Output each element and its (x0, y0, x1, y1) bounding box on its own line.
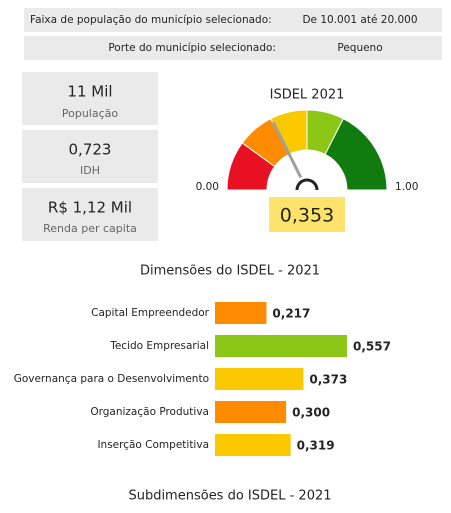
card-label: População (62, 107, 119, 120)
info-row (24, 8, 442, 32)
value-label: 0,217 (272, 307, 310, 321)
bar (215, 368, 304, 390)
card (22, 130, 158, 183)
card-value: R$ 1,12 Mil (48, 199, 132, 217)
value-label: 0,319 (297, 439, 335, 453)
category-label: Organização Produtiva (90, 406, 209, 418)
gauge-value: 0,353 (280, 205, 334, 227)
info-row (24, 36, 442, 60)
category-label: Governança para o Desenvolvimento (14, 373, 209, 385)
category-label: Capital Empreendedor (91, 307, 210, 319)
bar (215, 434, 291, 456)
info-value: De 10.001 até 20.000 (302, 14, 417, 26)
value-label: 0,373 (309, 373, 347, 387)
footer-title: Subdimensões do ISDEL - 2021 (128, 489, 331, 504)
gauge-band (324, 118, 388, 191)
value-label: 0,300 (292, 406, 330, 420)
info-value: Pequeno (337, 42, 382, 54)
card-label: IDH (80, 164, 100, 177)
category-label: Inserção Competitiva (97, 439, 209, 451)
gauge-needle (271, 121, 303, 179)
value-label: 0,557 (353, 340, 391, 354)
card-value: 11 Mil (67, 83, 112, 101)
card-value: 0,723 (69, 141, 112, 159)
bar (215, 302, 267, 324)
bar (215, 401, 287, 423)
bar (215, 335, 348, 357)
category-label: Tecido Empresarial (109, 340, 209, 352)
gauge-hub (295, 178, 319, 191)
bar-chart-title: Dimensões do ISDEL - 2021 (140, 264, 320, 279)
value-box (269, 197, 345, 232)
card (22, 72, 158, 125)
card (22, 188, 158, 241)
info-label: Faixa de população do município selecion… (30, 14, 272, 26)
info-label: Porte do município selecionado: (108, 42, 276, 54)
card-label: Renda per capita (43, 222, 137, 235)
gauge-title: ISDEL 2021 (270, 88, 345, 103)
gauge-min-label: 0.00 (196, 181, 219, 193)
gauge-max-label: 1.00 (395, 181, 418, 193)
